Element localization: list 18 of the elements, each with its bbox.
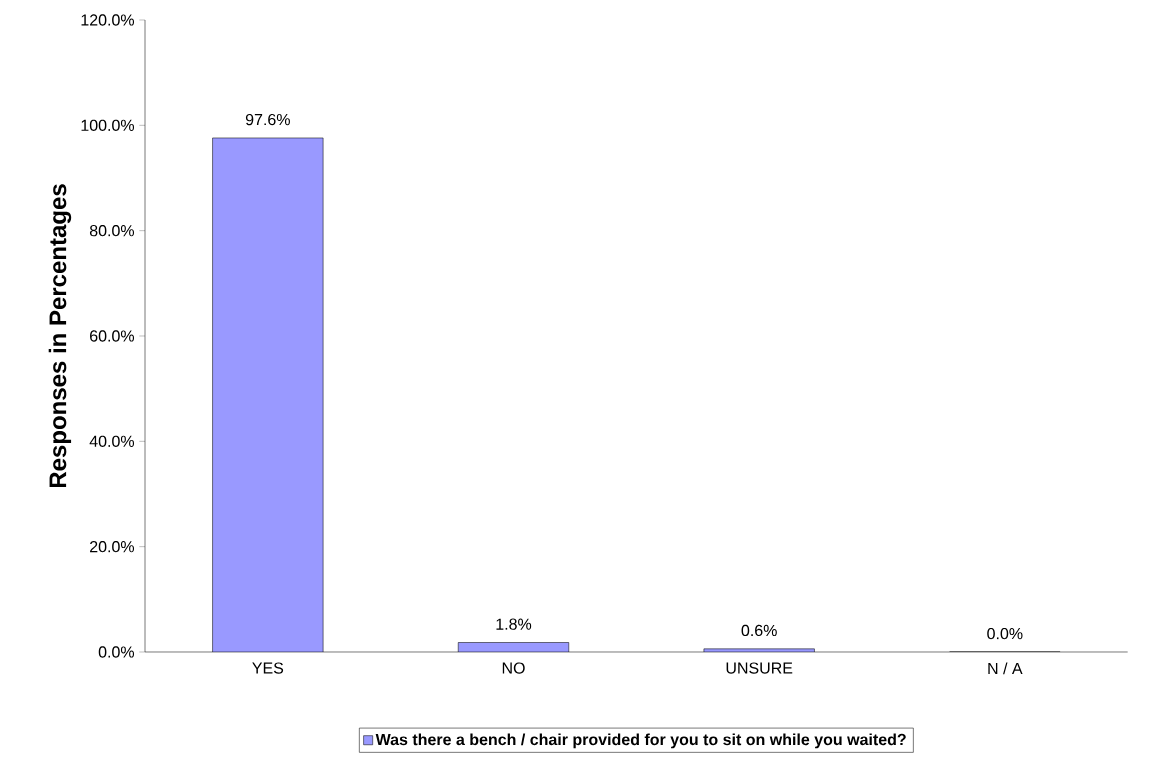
data-label: 97.6% <box>245 114 290 126</box>
x-tick-label: UNSURE <box>726 662 793 674</box>
y-tick-label: 80.0% <box>89 225 135 237</box>
y-tick-label: 60.0% <box>90 330 135 342</box>
legend-label: Was there a bench / chair provided for you to sit on while you waited? <box>375 733 906 749</box>
x-tick-label: N / A <box>988 662 1023 675</box>
x-tick-label: YES <box>252 662 284 674</box>
data-label: 0.0% <box>987 628 1023 640</box>
y-tick-label: 100.0% <box>81 119 135 132</box>
y-tick-label: 120.0% <box>81 14 135 26</box>
y-tick-label: 20.0% <box>90 541 135 553</box>
bar <box>212 138 324 653</box>
data-label: 1.8% <box>496 618 532 630</box>
y-axis-title: Responses in Percentages <box>48 184 72 488</box>
y-tick-label: 40.0% <box>89 435 135 448</box>
y-tick-label: 0.0% <box>98 646 135 658</box>
data-label: 0.6% <box>741 624 777 637</box>
x-tick-label: NO <box>502 662 525 674</box>
